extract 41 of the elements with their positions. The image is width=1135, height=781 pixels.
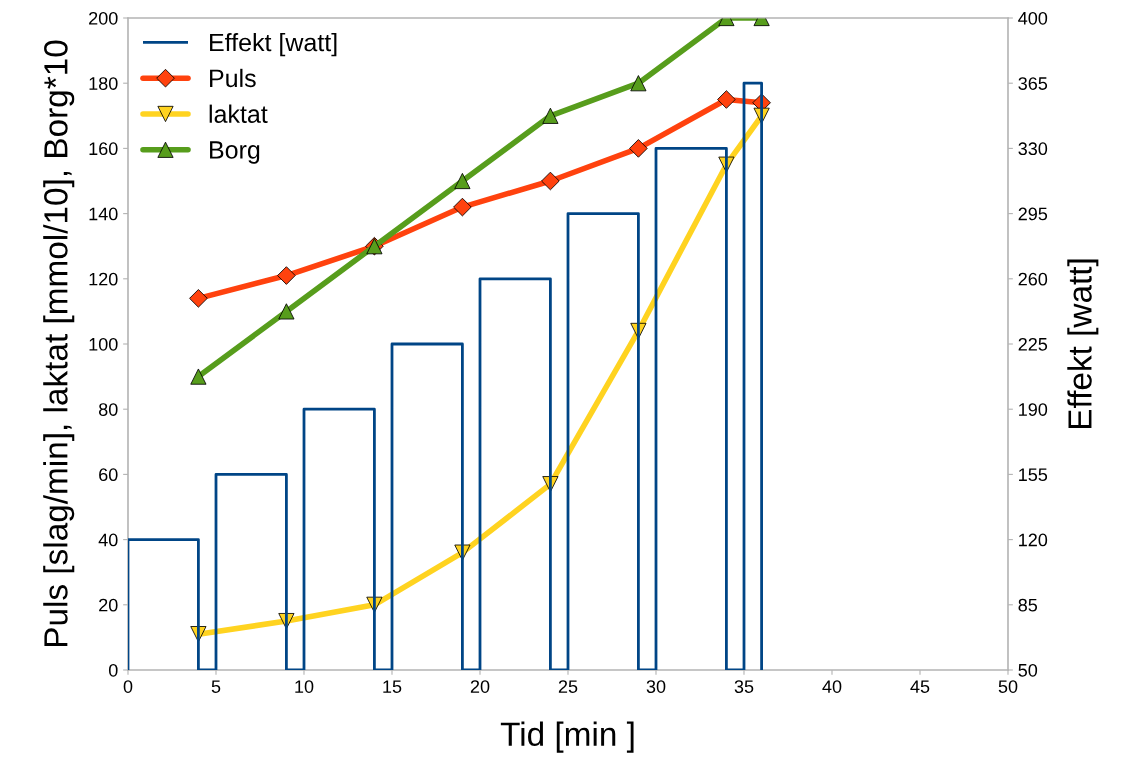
x-tick-label: 35 [734, 680, 754, 693]
x-tick-label: 45 [910, 680, 930, 693]
y-tick-label: 120 [89, 272, 118, 286]
y2-tick-label: 260 [1018, 272, 1048, 286]
x-tick-label: 5 [211, 680, 221, 693]
y2-tick-label: 85 [1018, 598, 1038, 612]
y2-tick-label: 120 [1019, 533, 1048, 547]
point [541, 171, 560, 191]
x-tick-label: 20 [470, 680, 490, 693]
x-tick-label: 0 [123, 680, 133, 693]
y-tick-label: 20 [99, 598, 118, 612]
y-tick-label: 140 [89, 207, 118, 221]
x-tick-label: 50 [998, 680, 1018, 693]
y2-tick-label: 50 [1018, 663, 1038, 677]
y2-tick-label: 190 [1019, 403, 1048, 416]
y2-tick-label: 330 [1018, 142, 1048, 156]
y-tick-label: 40 [98, 533, 118, 547]
legend-label: Puls [210, 68, 256, 88]
x-tick-label: 10 [295, 680, 314, 693]
x-tick-label: 15 [383, 680, 402, 693]
y-tick-label: 0 [108, 663, 118, 677]
x-axis-title: Tid [min ] [500, 721, 634, 753]
y-tick-label: 160 [89, 142, 118, 156]
y2-tick-label: 155 [1019, 468, 1048, 482]
x-tick-label: 30 [646, 680, 666, 693]
y-tick-label: 60 [99, 468, 118, 482]
y2-tick-label: 225 [1018, 337, 1048, 351]
legend-label: laktat [209, 104, 268, 123]
y2-axis-title: Effekt [watt] [1067, 259, 1099, 429]
x-tick-label: 40 [822, 680, 842, 693]
y2-tick-label: 400 [1018, 11, 1048, 25]
y-tick-label: 180 [89, 77, 118, 90]
y-axis-title: Puls [slag/min], laktat [mmol/10], Borg*10 [43, 40, 75, 647]
y-tick-label: 100 [89, 337, 118, 351]
legend-label: Effekt [watt] [210, 33, 337, 57]
y2-tick-label: 365 [1018, 77, 1048, 90]
y-tick-label: 200 [89, 11, 118, 25]
y-tick-label: 80 [98, 403, 118, 416]
x-tick-label: 25 [558, 680, 578, 693]
legend-label: Borg [210, 141, 260, 164]
y2-tick-label: 295 [1018, 207, 1048, 221]
